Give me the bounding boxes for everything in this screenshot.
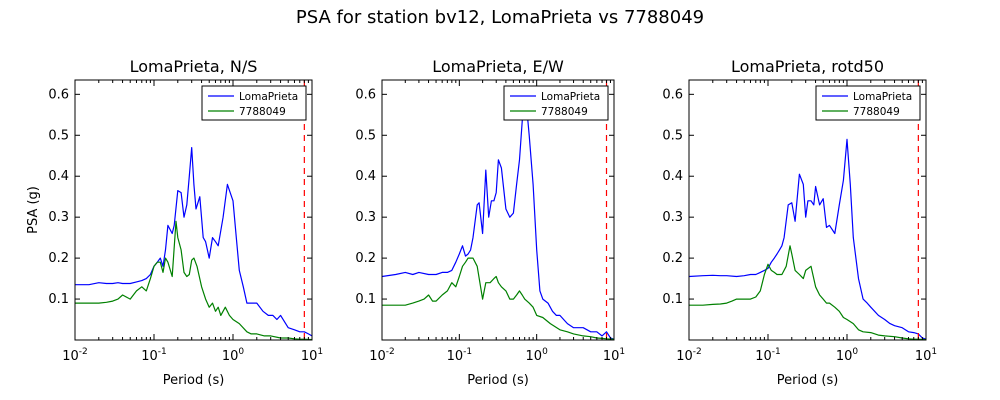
legend-box [815,85,921,121]
y-tick-label: 0.2 [355,251,376,266]
legend-label: 7788049 [239,106,286,118]
legend-box [503,85,609,121]
x-tick-label: 10-1 [447,347,473,364]
axes-frame [381,79,615,341]
x-tick-label: 10-1 [141,347,167,364]
chart-panel-3: LomaPrieta, rotd50 0.1 0.2 0.3 0.4 0.5 0.6 10-2… [662,57,937,388]
series-line-7788049 [75,220,312,340]
y-tick-label: 0.5 [662,128,683,143]
y-tick-label: 0.3 [662,210,683,225]
x-tick-label: 10-1 [755,347,781,364]
legend-label: LomaPrieta [541,91,600,103]
series-line-7788049 [382,257,614,340]
chart-title: LomaPrieta, rotd50 [731,57,884,76]
x-tick-label: 100 [836,347,859,364]
y-tick-label: 0.2 [662,251,683,266]
y-tick-label: 0.6 [662,87,683,102]
x-axis-label: Period (s) [467,373,529,388]
y-tick-label: 0.4 [662,169,683,184]
legend-label: 7788049 [853,106,900,118]
series-line-lomaprieta [689,138,926,340]
axes-frame [688,79,927,341]
y-tick-label: 0.3 [355,210,376,225]
figure-suptitle: PSA for station bv12, LomaPrieta vs 7788… [296,7,704,28]
y-tick-label: 0.1 [662,292,683,307]
series-line-lomaprieta [382,85,614,340]
x-tick-label: 100 [526,347,549,364]
chart-title: LomaPrieta, E/W [432,57,564,76]
legend: LomaPrieta 7788049 [815,85,921,121]
x-tick-label: 101 [301,347,323,364]
series-line-7788049 [689,245,926,340]
y-tick-label: 0.3 [48,210,69,225]
legend: LomaPrieta 7788049 [201,85,307,121]
y-tick-label: 0.5 [355,128,376,143]
plot-area [75,80,312,340]
y-tick-label: 0.4 [355,169,376,184]
plot-area [689,80,926,340]
x-tick-label: 10-2 [676,347,702,364]
y-tick-label: 0.2 [48,251,69,266]
y-tick-label: 0.6 [355,87,376,102]
x-tick-label: 100 [222,347,245,364]
x-tick-label: 10-2 [62,347,88,364]
y-tick-label: 0.6 [48,87,69,102]
y-tick-label: 0.5 [48,128,69,143]
legend-label: LomaPrieta [853,91,912,103]
series-line-lomaprieta [75,147,312,337]
y-tick-label: 0.4 [48,169,69,184]
chart-panel-1: LomaPrieta, N/S 0.1 0.2 0.3 0.4 0.5 0.6 10-2 10-… [26,57,323,388]
y-tick-label: 0.1 [355,292,376,307]
y-axis-label: PSA (g) [26,186,41,234]
legend-box [201,85,307,121]
x-axis-label: Period (s) [777,373,839,388]
chart-panel-2: LomaPrieta, E/W 0.1 0.2 0.3 0.4 0.5 0.6 10-2 10-… [355,57,625,388]
x-tick-label: 101 [603,347,625,364]
chart-title: LomaPrieta, N/S [130,57,258,76]
x-tick-label: 10-2 [369,347,395,364]
x-axis-label: Period (s) [163,373,225,388]
legend: LomaPrieta 7788049 [503,85,609,121]
axes-frame [74,79,313,341]
x-tick-label: 101 [915,347,937,364]
legend-label: LomaPrieta [239,91,298,103]
legend-label: 7788049 [541,106,588,118]
plot-area [382,80,614,340]
y-tick-label: 0.1 [48,292,69,307]
